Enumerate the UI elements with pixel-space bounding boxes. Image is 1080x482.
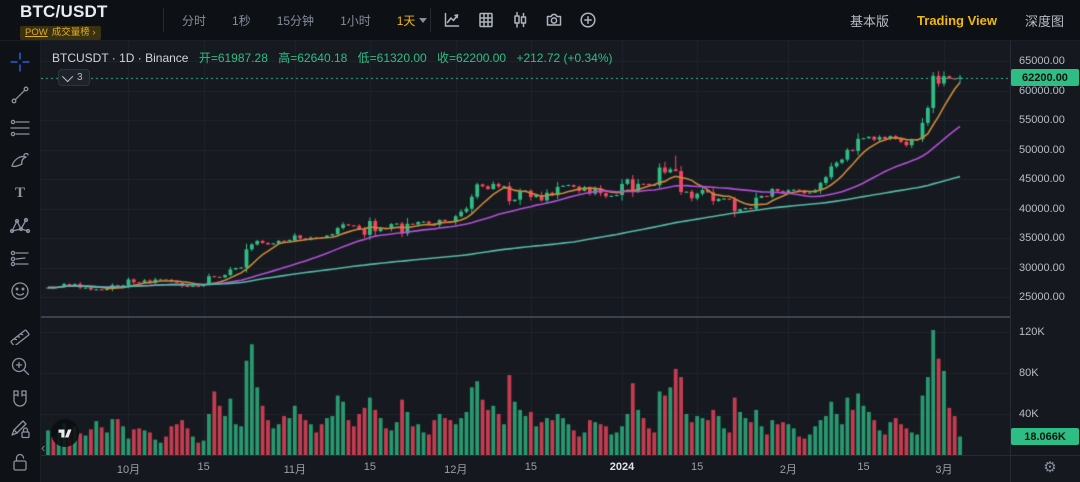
chart-legend: BTCUSDT · 1D · Binance 开=61987.28 高=6264… — [52, 49, 613, 66]
time-tick-label: 15 — [363, 461, 377, 473]
legend-change: +212.72 (+0.34%) — [516, 51, 613, 65]
text-tool-icon[interactable]: T — [9, 181, 31, 203]
chevron-down-icon — [61, 70, 74, 82]
chart-canvas[interactable] — [40, 40, 1010, 455]
emoji-icon[interactable] — [9, 280, 31, 302]
tab-tradingview[interactable]: Trading View — [917, 12, 997, 28]
magnet-icon[interactable] — [9, 388, 31, 410]
chart-toolbar-icons — [443, 0, 597, 40]
long-position-icon[interactable] — [9, 247, 31, 269]
add-circle-icon[interactable] — [579, 11, 597, 29]
indicator-count: 3 — [77, 72, 83, 83]
price-tick-label: 55000.00 — [1019, 114, 1065, 126]
tradingview-logo[interactable] — [51, 419, 79, 447]
fib-retracement-icon[interactable] — [9, 117, 31, 139]
chevron-down-icon — [419, 17, 428, 23]
time-tick-label: 15 — [197, 461, 210, 473]
legend-high: 高=62640.18 — [278, 51, 348, 65]
header-divider-2 — [430, 8, 431, 32]
last-price-badge: 62200.00 — [1011, 69, 1079, 86]
xabcd-pattern-icon[interactable] — [9, 215, 31, 237]
legend-symbol: BTCUSDT · 1D · Binance — [52, 51, 189, 65]
drawing-lock-icon[interactable] — [9, 418, 31, 440]
axis-border-vertical — [1010, 40, 1011, 482]
price-tick-label: 45000.00 — [1019, 173, 1065, 185]
time-tick-label: 12月 — [444, 464, 468, 476]
pow-volume-tag[interactable]: POW 成交量榜 › — [20, 26, 101, 40]
pane-divider[interactable] — [40, 316, 1080, 318]
price-scale[interactable]: 62200.00 18.066K 65000.00 60000.00 55000.0… — [1011, 40, 1080, 455]
crosshair-icon[interactable] — [9, 51, 31, 73]
interval-selector: 分时 1秒 15分钟 1小时 1天 — [182, 0, 428, 40]
indicator-icon[interactable] — [443, 11, 461, 29]
symbol-block: BTC/USDT POW 成交量榜 › — [20, 2, 108, 40]
interval-15m[interactable]: 15分钟 — [276, 13, 315, 28]
interval-1s[interactable]: 1秒 — [232, 13, 251, 28]
view-mode-tabs: 基本版 Trading View 深度图 — [850, 0, 1064, 40]
time-tick-label: 15 — [691, 461, 704, 473]
layout-grid-icon[interactable] — [477, 11, 495, 29]
price-tick-label: 40000.00 — [1019, 202, 1065, 215]
camera-icon[interactable] — [545, 11, 563, 29]
chart-area: BTCUSDT · 1D · Binance 开=61987.28 高=6264… — [40, 40, 1010, 455]
tab-depth-chart[interactable]: 深度图 — [1024, 13, 1064, 29]
collapse-toolbar-arrow[interactable]: ‹ — [41, 440, 46, 455]
last-volume-badge: 18.066K — [1011, 428, 1079, 445]
interval-minutes[interactable]: 分时 — [182, 13, 207, 28]
legend-open: 开=61987.28 — [198, 51, 268, 65]
time-tick-label: 15 — [524, 461, 537, 473]
header: BTC/USDT POW 成交量榜 › 分时 1秒 15分钟 1小时 1天 — [0, 0, 1080, 41]
axis-border-horizontal — [40, 455, 1080, 456]
axis-settings-gear-icon[interactable]: ⚙ — [1043, 459, 1057, 476]
time-tick-label: 10月 — [116, 464, 141, 476]
time-tick-label: 11月 — [283, 464, 306, 476]
price-tick-label: 25000.00 — [1019, 291, 1065, 303]
drawing-toolbar: T — [0, 40, 41, 482]
price-tick-label: 65000.00 — [1019, 55, 1065, 67]
volume-tick-label: 40K — [1019, 408, 1039, 420]
candlestick-style-icon[interactable] — [511, 11, 529, 29]
price-tick-label: 35000.00 — [1019, 232, 1065, 244]
volume-tick-label: 120K — [1019, 326, 1045, 338]
interval-1d-active[interactable]: 1天 — [397, 12, 428, 29]
brush-icon[interactable] — [9, 149, 31, 171]
interval-1h[interactable]: 1小时 — [340, 13, 371, 28]
time-tick-label: 3月 — [935, 464, 953, 476]
lock-all-icon[interactable] — [9, 451, 31, 473]
price-tick-label: 50000.00 — [1019, 143, 1065, 156]
tab-basic-version[interactable]: 基本版 — [850, 13, 890, 29]
ruler-icon[interactable] — [9, 323, 31, 347]
time-tick-label: 15 — [857, 461, 870, 473]
trend-line-icon[interactable] — [9, 84, 31, 106]
volume-tick-label: 80K — [1019, 367, 1039, 379]
pow-label: POW — [25, 27, 48, 38]
interval-1d-label: 1天 — [396, 13, 416, 28]
zoom-in-icon[interactable] — [9, 355, 31, 377]
price-tick-label: 30000.00 — [1019, 261, 1065, 274]
symbol-title: BTC/USDT — [20, 2, 108, 21]
price-tick-label: 60000.00 — [1019, 84, 1065, 97]
volume-rank-label: 成交量榜 › — [51, 27, 96, 38]
indicators-collapse-button[interactable]: 3 — [58, 69, 90, 86]
time-tick-label: 2月 — [779, 464, 797, 476]
time-tick-label: 2024 — [609, 461, 635, 473]
legend-low: 低=61320.00 — [357, 51, 427, 65]
legend-close: 收=62200.00 — [437, 51, 507, 65]
svg-text:T: T — [15, 185, 25, 201]
header-divider — [163, 8, 164, 32]
time-scale[interactable]: 10月 15 11月 15 12月 15 2024 15 2月 15 3月 — [40, 456, 1010, 482]
